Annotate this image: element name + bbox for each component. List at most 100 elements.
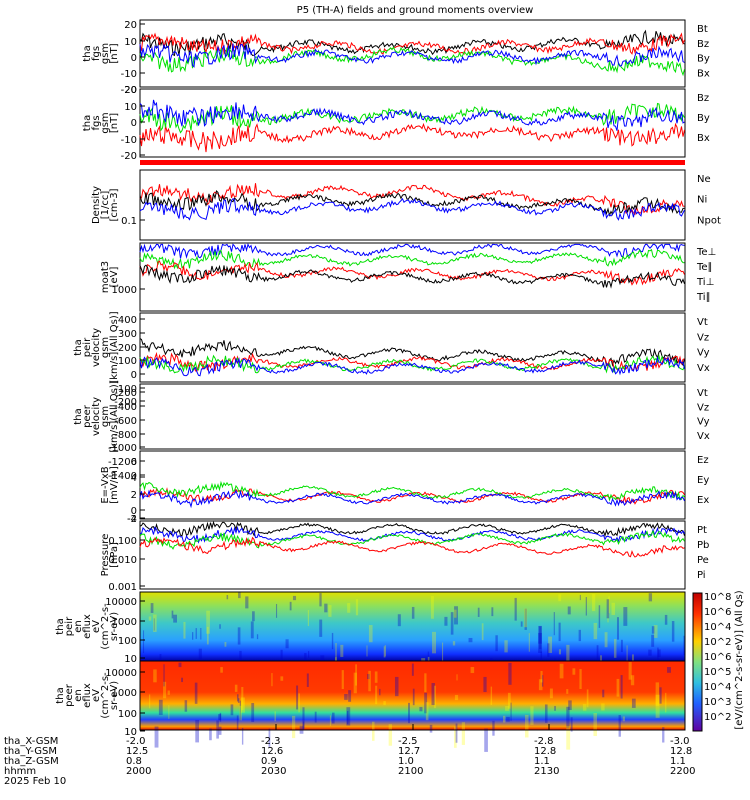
spectrogram-streak	[628, 662, 632, 680]
y-tick-label: -1000	[108, 443, 137, 454]
ion_spec-spectrogram	[140, 592, 685, 661]
x-row-value: -2.0	[126, 736, 146, 747]
legend-By: By	[697, 54, 710, 65]
density-black-trace	[139, 189, 685, 217]
spectrogram-streak	[143, 630, 145, 654]
spectrogram-streak	[275, 603, 278, 618]
colorbar-tick-label: 10^6	[704, 607, 731, 618]
spectrogram-streak	[383, 646, 386, 658]
x-row-value: -2.3	[261, 736, 281, 747]
spectrogram-streak	[366, 645, 368, 657]
x-row-value: 2100	[398, 766, 423, 777]
legend-Pi: Pi	[697, 570, 706, 581]
spectrogram-streak	[335, 643, 337, 667]
y-axis-label: [nT]	[109, 113, 120, 133]
pressure-red-trace	[139, 536, 685, 558]
spectrogram-streak	[524, 608, 528, 628]
y-axis-label: tha	[82, 115, 93, 131]
vi-frame	[139, 312, 686, 383]
x-row-value: 2200	[670, 766, 695, 777]
x-row-value: 2030	[261, 766, 286, 777]
spectrogram-streak	[347, 710, 349, 725]
density-frame	[139, 169, 686, 241]
y-tick-label: 10	[124, 727, 137, 738]
y-axis-label: [nPa]	[109, 542, 120, 568]
y-tick-label: -20	[121, 151, 137, 162]
spectrogram-streak	[183, 621, 186, 639]
colorbar-scale	[692, 592, 703, 732]
legend-Ti∥: Ti∥	[696, 292, 711, 303]
spectrogram-streak	[559, 663, 564, 679]
y-tick-label: -4	[127, 514, 137, 525]
legend-Bx: Bx	[697, 68, 710, 79]
spectrogram-streak	[148, 616, 152, 621]
spectrogram-streak	[572, 668, 576, 675]
spectrogram-streak	[234, 684, 238, 692]
y-tick-label: 400	[118, 315, 137, 326]
legend-Ne: Ne	[697, 174, 711, 185]
panel-ion_spec: 10000 1000 100 10 thapeirenefluxeV(cm^2-s-sr…	[55, 591, 686, 680]
x-row-value: 2130	[534, 766, 559, 777]
spectrogram-streak	[495, 635, 498, 652]
spectrogram-streak	[329, 715, 332, 726]
spectrogram-streak	[456, 674, 458, 681]
y-axis-label: en	[73, 620, 84, 633]
fgs-green-trace	[139, 46, 685, 77]
spectrogram-streak	[308, 650, 310, 658]
y-tick-label: -2	[127, 514, 137, 525]
y-axis-label: peir	[64, 616, 75, 636]
spectrogram-streak	[592, 594, 596, 612]
spectrogram-streak	[384, 644, 386, 657]
y-axis-label: tha	[73, 339, 84, 355]
spectrogram-streak	[340, 644, 344, 657]
spectrogram-streak	[461, 722, 466, 745]
spectrogram-streak	[239, 700, 241, 721]
spectrogram-streak	[611, 602, 616, 615]
spectrogram-streak	[651, 626, 655, 634]
legend-Ex: Ex	[697, 495, 709, 506]
spectrogram-streak	[218, 726, 222, 735]
spectrogram-streak	[374, 671, 378, 683]
legend-Bz: Bz	[697, 39, 709, 50]
colorbar-tick-label: 10^2	[704, 712, 731, 723]
spectrogram-streak	[453, 726, 457, 748]
spectrogram-streak	[292, 595, 297, 601]
spectrogram-streak	[468, 637, 473, 643]
spectrogram-streak	[200, 627, 202, 640]
efield-frame	[139, 450, 686, 520]
spectrogram-streak	[250, 621, 254, 639]
pressure-frame	[139, 520, 686, 590]
spectrogram-streak	[616, 617, 619, 640]
spectrogram-streak	[662, 727, 665, 743]
spectrogram-streak	[206, 626, 209, 645]
y-axis-label: [mV/m]	[109, 466, 120, 504]
y-tick-label: 100	[118, 709, 137, 720]
y-tick-label: 0	[131, 506, 137, 517]
spectrogram-streak	[274, 711, 276, 722]
spectrogram-streak	[579, 669, 582, 690]
spectrogram-streak	[238, 592, 241, 599]
spectrogram-streak	[444, 616, 448, 626]
spectrogram-streak	[430, 596, 434, 619]
spectrogram-streak	[429, 724, 433, 733]
spectrogram-streak	[268, 728, 271, 747]
spectrogram-streak	[484, 728, 488, 752]
spectrogram-streak	[331, 632, 334, 650]
fgs_dsl-frame	[139, 88, 686, 158]
spectrogram-streak	[411, 663, 414, 676]
spectrogram-streak	[547, 643, 550, 657]
temp-green-trace	[139, 248, 685, 270]
spectrogram-streak	[596, 645, 599, 667]
y-axis-label: [km/s](All Qs)]	[109, 380, 120, 452]
legend-Vx: Vx	[697, 431, 710, 442]
x-row-label: tha_Z-GSM	[4, 756, 59, 767]
y-axis-label: (cm^2-s-	[100, 603, 111, 650]
spectrogram-streak	[514, 597, 517, 621]
y-tick-label: -400	[114, 402, 137, 413]
y-tick-label: 10000	[105, 597, 137, 608]
legend-Pe: Pe	[697, 555, 709, 566]
panel-pressure: 0.100 0.010 0.001 Pressure[nPa] Pt Pb Pe Pi	[100, 520, 709, 593]
spectrogram-streak	[348, 690, 352, 702]
y-tick-label: -200	[114, 388, 137, 399]
